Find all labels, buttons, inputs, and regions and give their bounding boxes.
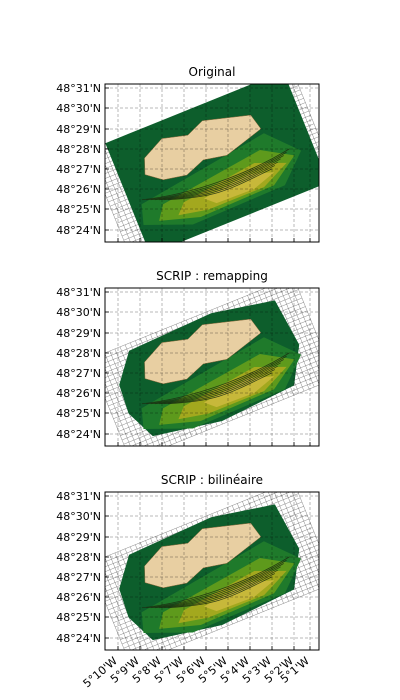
land-mass — [144, 522, 262, 589]
y-tick-label: 48°25'N — [56, 407, 101, 420]
contour-lines — [141, 556, 290, 609]
plot-frame — [104, 491, 320, 651]
y-tick-label: 48°29'N — [56, 123, 101, 136]
panel-2: SCRIP : remapping 48°24'N 48°25'N 48°26'N 48… — [56, 269, 320, 447]
y-tick-label: 48°24'N — [56, 428, 101, 441]
y-tick-label: 48°30'N — [56, 510, 101, 523]
panel-3: SCRIP : bilinéaire 48°24'N 48°25'N 48°26'N 4… — [56, 473, 320, 651]
sea-band-4 — [203, 172, 275, 204]
y-tick-label: 48°25'N — [56, 611, 101, 624]
lat-lon-grid — [105, 492, 319, 650]
plot-area-2 — [105, 288, 319, 446]
y-tick-label: 48°26'N — [56, 591, 101, 604]
y-tick-label: 48°27'N — [56, 367, 101, 380]
land-mass — [144, 318, 262, 385]
plot-frame — [104, 83, 320, 243]
y-tick-label: 48°25'N — [56, 203, 101, 216]
y-tick-label: 48°26'N — [56, 183, 101, 196]
sea-band-4 — [203, 580, 275, 612]
y-tick-label: 48°31'N — [56, 490, 101, 503]
y-tick-label: 48°27'N — [56, 571, 101, 584]
x-tick-labels: 5°10'W5°9'W5°8'W5°7'W5°6'W5°5'W5°4'W5°3'… — [81, 654, 312, 690]
panel-title: SCRIP : remapping — [156, 269, 268, 283]
contour-lines — [141, 352, 290, 405]
y-tick-label: 48°30'N — [56, 306, 101, 319]
plot-frame — [104, 287, 320, 447]
lat-lon-grid — [105, 84, 319, 242]
panel-title: Original — [189, 65, 236, 79]
y-tick-label: 48°28'N — [56, 551, 101, 564]
y-tick-label: 48°31'N — [56, 286, 101, 299]
y-tick-label: 48°28'N — [56, 347, 101, 360]
y-tick-label: 48°31'N — [56, 82, 101, 95]
y-tick-label: 48°24'N — [56, 632, 101, 645]
y-tick-label: 48°29'N — [56, 531, 101, 544]
y-tick-label: 48°26'N — [56, 387, 101, 400]
panel-title: SCRIP : bilinéaire — [161, 473, 263, 487]
y-tick-label: 48°30'N — [56, 102, 101, 115]
y-tick-label: 48°29'N — [56, 327, 101, 340]
contour-lines — [141, 148, 290, 201]
panel-1: Original 48°24'N 48°25'N 48°26'N 48°27'N 48°2… — [56, 65, 320, 243]
y-tick-label: 48°27'N — [56, 163, 101, 176]
y-tick-label: 48°24'N — [56, 224, 101, 237]
y-tick-label: 48°28'N — [56, 143, 101, 156]
land-mass — [144, 114, 262, 181]
plot-area-1 — [105, 84, 319, 242]
sea-band-4 — [203, 376, 275, 408]
lat-lon-grid — [105, 288, 319, 446]
plot-area-3 — [105, 492, 319, 650]
